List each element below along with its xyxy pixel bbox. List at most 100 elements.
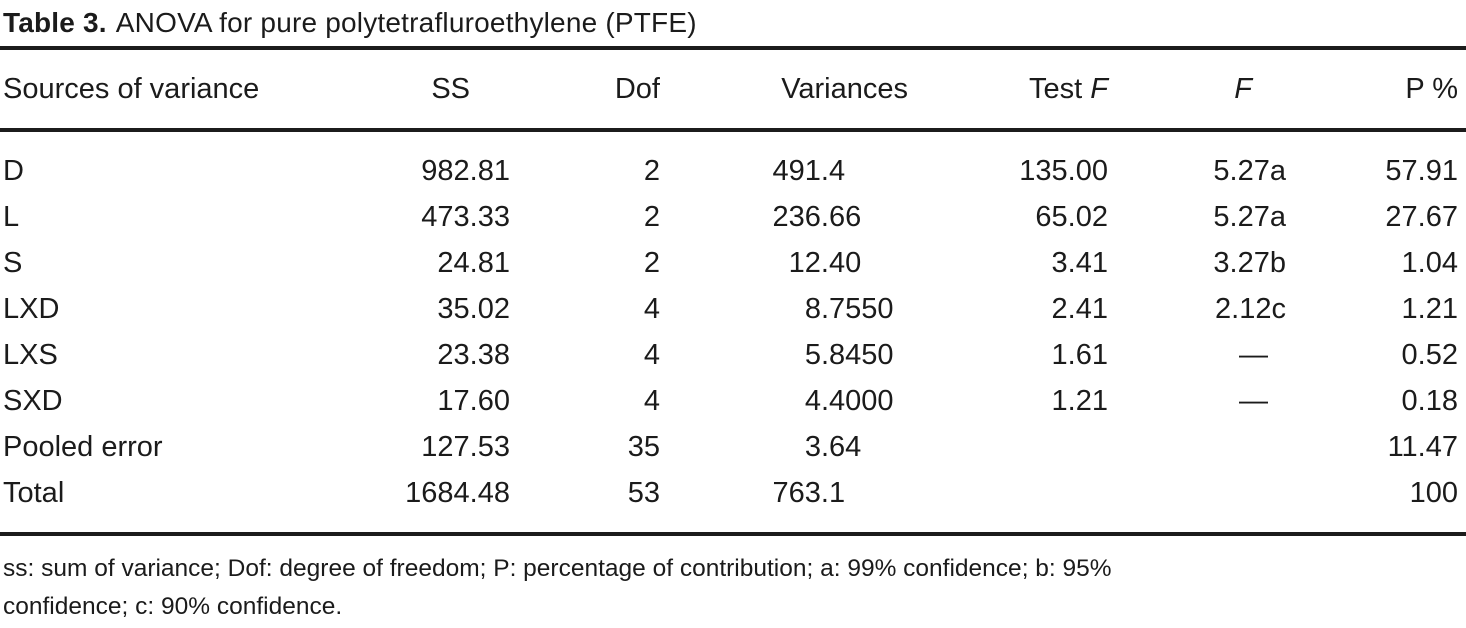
cell-dof: 4 <box>643 292 660 325</box>
row-label: D <box>3 154 24 187</box>
cell-ss: 24.81 <box>437 246 510 279</box>
cell-ss: 17.60 <box>437 384 510 417</box>
cell-variances: 8.7550 <box>660 286 908 332</box>
cell-test-f <box>908 424 1108 470</box>
column-header-variances: Variances <box>660 50 908 132</box>
cell-variances: 236.66 <box>660 194 908 240</box>
cell-f: — <box>1108 378 1286 424</box>
cell-test-f: 1.61 <box>1051 338 1108 371</box>
cell-dof: 53 <box>627 476 660 509</box>
cell-dof: 4 <box>643 384 660 417</box>
table-row: L 473.33 2 236.66 65.02 5.27a 27.67 <box>0 194 1466 240</box>
integer-part: 12. <box>788 246 829 279</box>
cell-ss: 1684.48 <box>405 476 510 509</box>
integer-part: 8. <box>804 292 829 325</box>
cell-variances: 763.1 <box>660 470 908 516</box>
integer-part: 5. <box>804 338 829 371</box>
integer-part: 3. <box>804 430 829 463</box>
cell-f: 3.27b <box>1213 246 1286 279</box>
fraction-part: 66 <box>829 200 862 233</box>
table-row: LXS 23.38 4 5.8450 1.61—0.52 <box>0 332 1466 378</box>
no-value-dash: — <box>1239 384 1268 417</box>
table-row: SXD 17.60 4 4.4000 1.21—0.18 <box>0 378 1466 424</box>
cell-p: 0.52 <box>1401 338 1458 371</box>
cell-p: 11.47 <box>1387 430 1458 463</box>
row-label: LXS <box>3 338 58 371</box>
column-header-f: F <box>1108 50 1286 132</box>
cell-variances: 4.4000 <box>660 378 908 424</box>
cell-f <box>1108 470 1286 516</box>
table-body: D 982.81 2 491.4 135.00 5.27a 57.91 L 473.33 2 236… <box>0 130 1466 516</box>
table-caption: ANOVA for pure polytetrafluroethylene (P… <box>115 7 697 38</box>
integer-part: 763. <box>772 476 829 509</box>
no-value-dash: — <box>1239 338 1268 371</box>
table-row: Total 1684.48 53 763.1 100 <box>0 470 1466 516</box>
column-header-source: Sources of variance <box>0 50 370 132</box>
column-header-p: P % <box>1286 50 1466 132</box>
table-row: LXD 35.02 4 8.7550 2.41 2.12c 1.21 <box>0 286 1466 332</box>
cell-ss: 35.02 <box>437 292 510 325</box>
row-label: S <box>3 246 23 279</box>
row-label: SXD <box>3 384 63 417</box>
cell-p: 1.21 <box>1401 292 1458 325</box>
row-label: Total <box>3 476 65 509</box>
cell-test-f <box>908 470 1108 516</box>
cell-p: 57.91 <box>1385 154 1458 187</box>
cell-test-f: 1.21 <box>1051 384 1108 417</box>
row-label: LXD <box>3 292 60 325</box>
column-header-ss: SS <box>370 50 510 132</box>
cell-test-f: 135.00 <box>1019 154 1108 187</box>
integer-part: 236. <box>772 200 829 233</box>
cell-f <box>1108 424 1286 470</box>
table-row: S 24.81 2 12.40 3.41 3.27b 1.04 <box>0 240 1466 286</box>
table-row: Pooled error 127.53 35 3.64 11.47 <box>0 424 1466 470</box>
bottom-rule <box>0 532 1466 536</box>
table-row: D 982.81 2 491.4 135.00 5.27a 57.91 <box>0 130 1466 194</box>
cell-variances: 3.64 <box>660 424 908 470</box>
row-label: Pooled error <box>3 430 163 463</box>
cell-p: 0.18 <box>1401 384 1458 417</box>
cell-f: 2.12c <box>1215 292 1286 325</box>
top-rule <box>0 46 1466 50</box>
cell-test-f: 2.41 <box>1051 292 1108 325</box>
integer-part: 4. <box>804 384 829 417</box>
cell-dof: 2 <box>643 154 660 187</box>
cell-variances: 12.40 <box>660 240 908 286</box>
cell-f: 5.27a <box>1213 200 1286 233</box>
cell-f: — <box>1108 332 1286 378</box>
table-number-label: Table 3. <box>3 7 107 38</box>
row-label: L <box>3 200 20 233</box>
fraction-part: 4000 <box>829 384 894 417</box>
footnote-line-2: confidence; c: 90% confidence. <box>3 593 343 620</box>
cell-ss: 982.81 <box>421 154 510 187</box>
fraction-part: 7550 <box>829 292 894 325</box>
table-title: Table 3. ANOVA for pure polytetrafluroet… <box>0 0 1466 46</box>
cell-p: 27.67 <box>1385 200 1458 233</box>
fraction-part: 8450 <box>829 338 894 371</box>
fraction-part: 1 <box>829 476 846 509</box>
cell-ss: 127.53 <box>421 430 510 463</box>
cell-p: 100 <box>1409 476 1458 509</box>
cell-p: 1.04 <box>1401 246 1458 279</box>
cell-dof: 2 <box>643 246 660 279</box>
footnote-line-1: ss: sum of variance; Dof: degree of free… <box>3 555 1112 582</box>
fraction-part: 40 <box>829 246 862 279</box>
italic-f-label: F <box>1234 72 1252 105</box>
cell-f: 5.27a <box>1213 154 1286 187</box>
cell-dof: 4 <box>643 338 660 371</box>
integer-part: 491. <box>772 154 829 187</box>
cell-test-f: 65.02 <box>1035 200 1108 233</box>
cell-variances: 5.8450 <box>660 332 908 378</box>
column-header-test-f: Test F <box>908 50 1108 132</box>
table-footnote: ss: sum of variance; Dof: degree of free… <box>0 550 1466 626</box>
cell-test-f: 3.41 <box>1051 246 1108 279</box>
cell-variances: 491.4 <box>660 130 908 194</box>
cell-dof: 35 <box>627 430 660 463</box>
fraction-part: 64 <box>829 430 862 463</box>
fraction-part: 4 <box>829 154 846 187</box>
cell-ss: 473.33 <box>421 200 510 233</box>
italic-f-label: F <box>1090 72 1108 105</box>
